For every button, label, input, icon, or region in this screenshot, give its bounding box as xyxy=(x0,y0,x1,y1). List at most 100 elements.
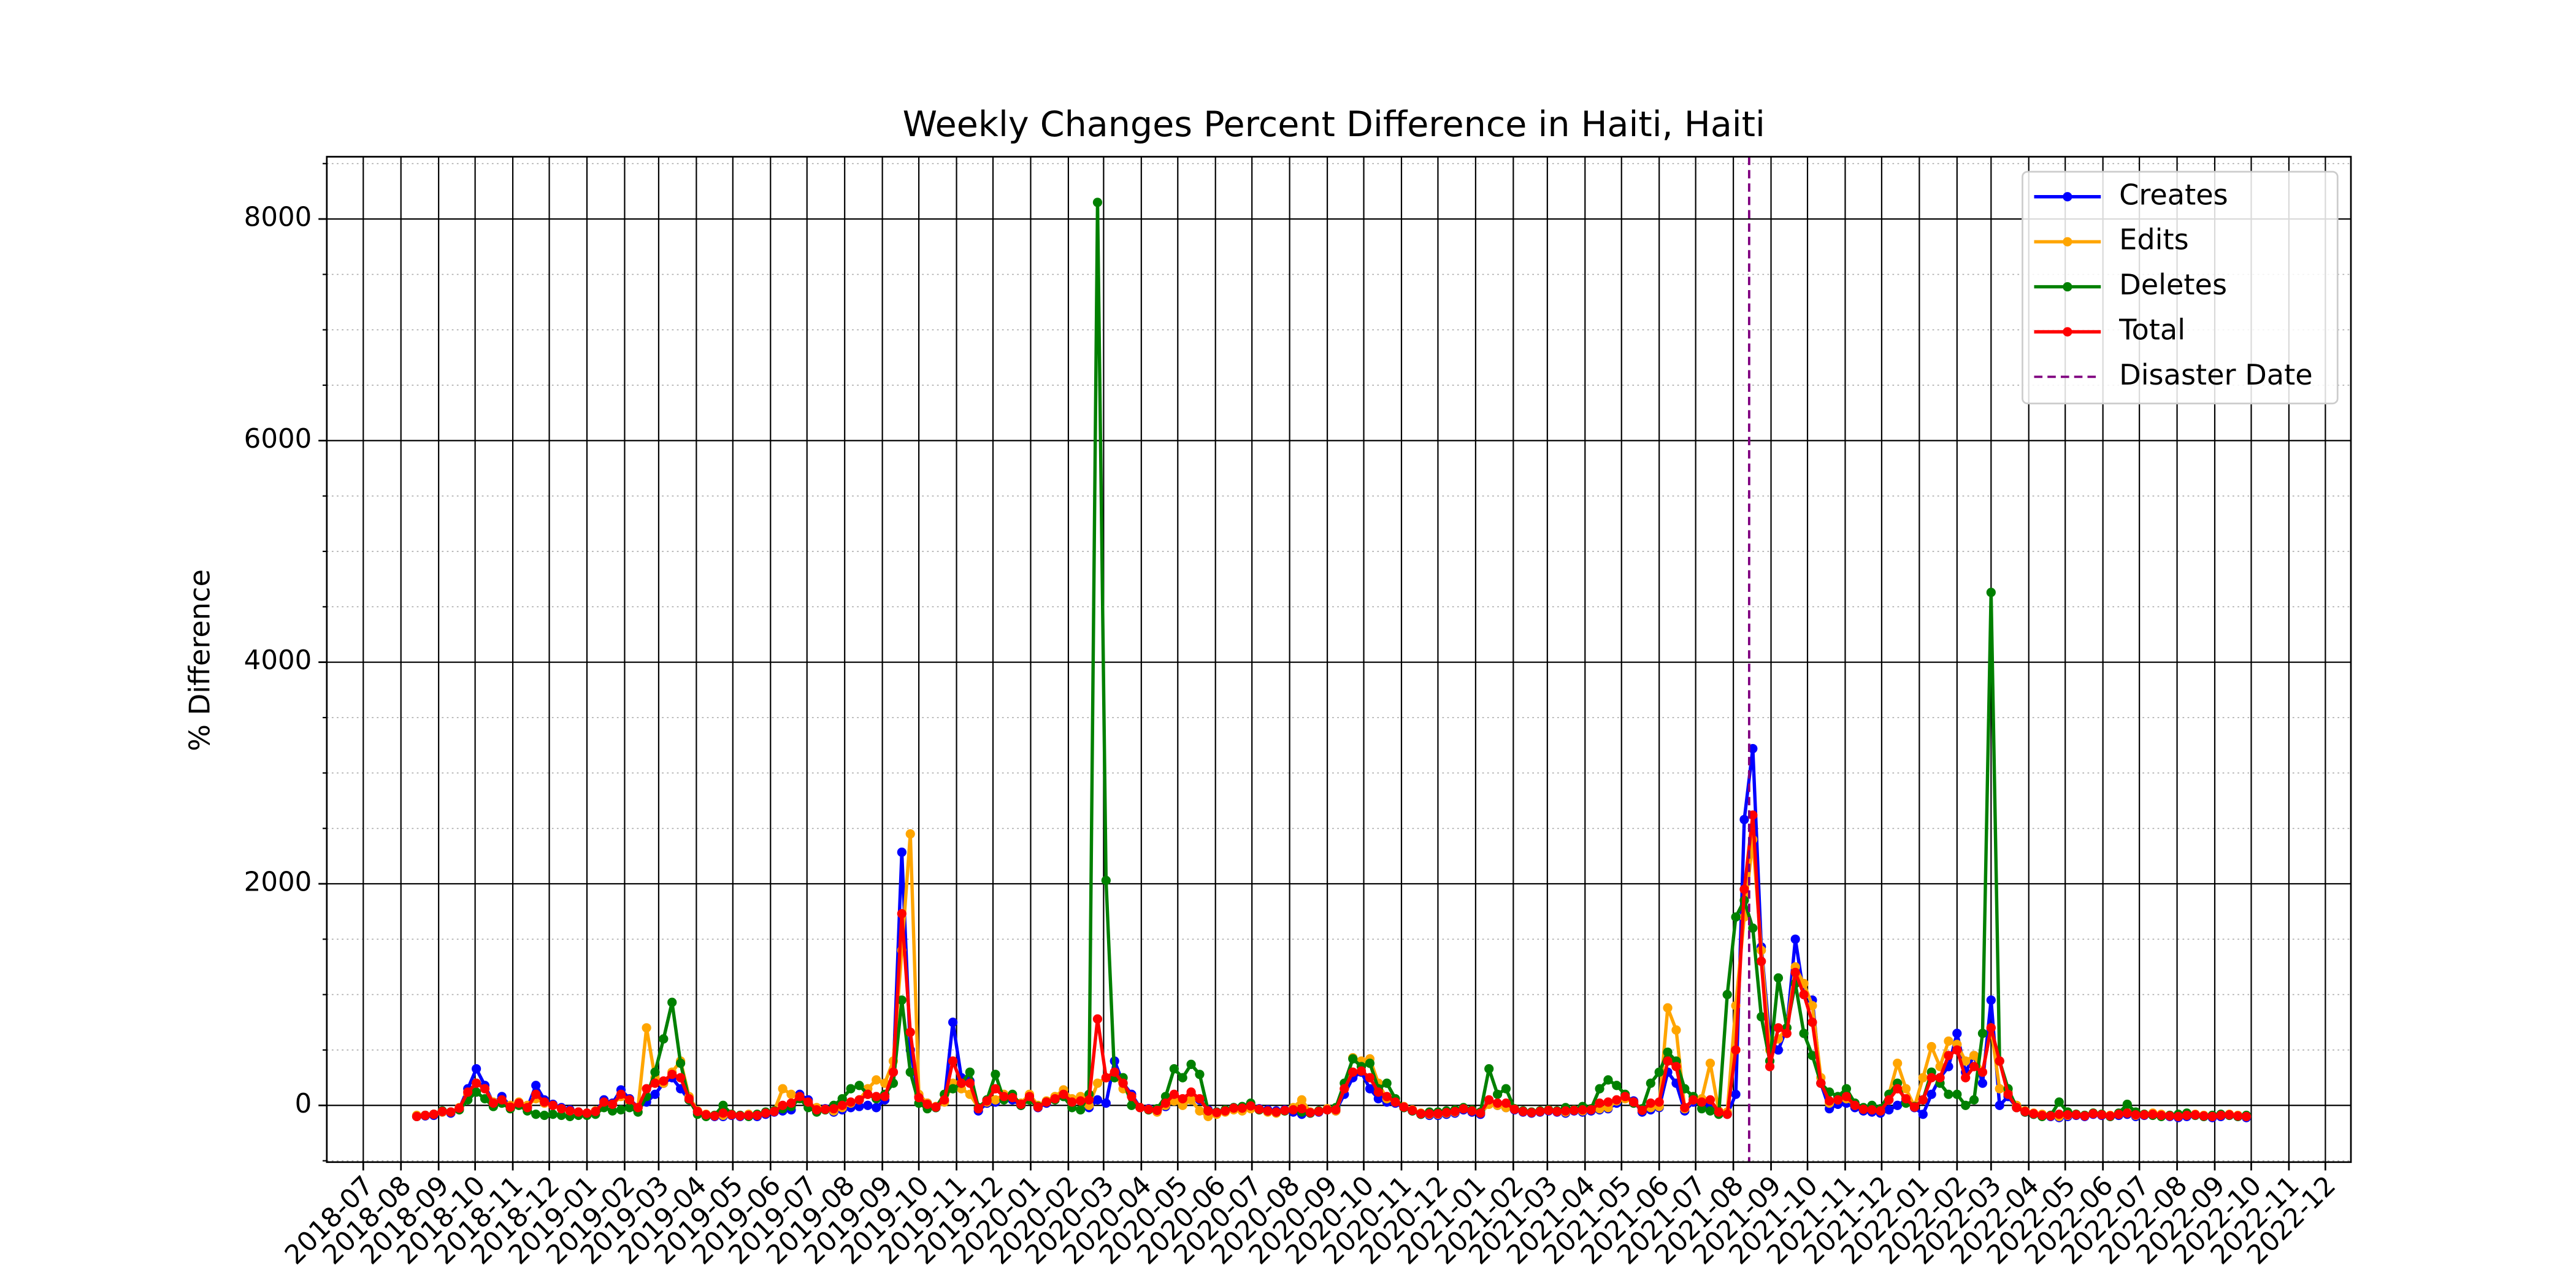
data-point xyxy=(2182,1110,2192,1121)
data-point xyxy=(446,1107,456,1117)
data-point xyxy=(1203,1106,1213,1116)
data-point xyxy=(1348,1067,1358,1077)
data-point xyxy=(1220,1106,1230,1116)
data-point xyxy=(1893,1100,1903,1110)
data-point xyxy=(624,1103,634,1113)
data-point xyxy=(1799,990,1809,1000)
data-point xyxy=(863,1089,873,1099)
data-point xyxy=(1297,1104,1307,1114)
data-point xyxy=(1484,1095,1494,1105)
y-tick-label: 6000 xyxy=(244,424,312,454)
data-point xyxy=(1246,1101,1255,1111)
data-point xyxy=(1977,1067,1988,1077)
data-point xyxy=(2233,1111,2243,1121)
data-point xyxy=(1050,1094,1060,1104)
data-point xyxy=(2097,1110,2107,1120)
data-point xyxy=(1969,1062,1979,1071)
data-point xyxy=(642,1084,651,1094)
y-tick-label: 0 xyxy=(295,1089,312,1119)
data-point xyxy=(1092,1078,1103,1088)
data-point xyxy=(1127,1100,1137,1110)
data-point xyxy=(1280,1105,1290,1116)
data-point xyxy=(1169,1064,1179,1074)
data-point xyxy=(1850,1100,1860,1110)
data-point xyxy=(2199,1111,2209,1121)
data-point xyxy=(1603,1097,1613,1107)
data-point xyxy=(1705,1095,1715,1105)
data-point xyxy=(480,1094,490,1104)
data-point xyxy=(1178,1100,1187,1110)
data-point xyxy=(1739,884,1749,894)
data-point xyxy=(497,1095,507,1105)
data-point xyxy=(2054,1097,2064,1107)
data-point xyxy=(786,1089,796,1099)
legend-label: Disaster Date xyxy=(2119,358,2313,391)
data-point xyxy=(2088,1109,2098,1119)
data-point xyxy=(675,1059,686,1068)
data-point xyxy=(1373,1094,1383,1104)
data-point xyxy=(659,1034,669,1044)
data-point xyxy=(1178,1073,1187,1083)
data-point xyxy=(420,1110,430,1121)
data-point xyxy=(539,1110,550,1121)
legend-label: Deletes xyxy=(2119,268,2227,301)
data-point xyxy=(1297,1095,1307,1105)
data-point xyxy=(1365,1059,1375,1068)
data-point xyxy=(692,1106,702,1116)
data-point xyxy=(1671,1025,1681,1035)
data-point xyxy=(888,1067,899,1077)
data-point xyxy=(1340,1084,1349,1094)
data-point xyxy=(1705,1106,1715,1116)
data-point xyxy=(599,1097,609,1107)
data-point xyxy=(1535,1106,1545,1116)
data-point xyxy=(1926,1089,1936,1099)
data-point xyxy=(1748,923,1758,933)
data-point xyxy=(965,1067,975,1077)
data-point xyxy=(582,1108,592,1118)
data-point xyxy=(2054,1110,2064,1119)
data-point xyxy=(616,1089,626,1099)
data-point xyxy=(1816,1078,1826,1088)
data-point xyxy=(1646,1078,1655,1088)
data-point xyxy=(1663,1056,1673,1066)
data-point xyxy=(412,1111,422,1121)
data-point xyxy=(616,1105,626,1115)
data-point xyxy=(1271,1107,1281,1117)
data-point xyxy=(872,1092,881,1102)
data-point xyxy=(1757,956,1766,967)
data-point xyxy=(667,1070,677,1079)
data-point xyxy=(539,1097,550,1107)
data-point xyxy=(2045,1111,2056,1121)
data-point xyxy=(948,1056,958,1066)
data-point xyxy=(1365,1084,1375,1094)
data-point xyxy=(1977,1078,1988,1088)
data-point xyxy=(718,1108,728,1118)
data-point xyxy=(897,909,907,919)
data-point xyxy=(1918,1110,1928,1119)
chart-title: Weekly Changes Percent Difference in Hai… xyxy=(903,104,1765,145)
legend-label: Total xyxy=(2118,313,2185,346)
data-point xyxy=(1663,1003,1673,1013)
data-point xyxy=(1731,912,1741,922)
legend-marker xyxy=(2063,282,2072,292)
data-point xyxy=(2139,1110,2149,1120)
data-point xyxy=(1628,1097,1639,1107)
data-point xyxy=(659,1076,669,1086)
data-point xyxy=(2216,1110,2226,1121)
data-point xyxy=(1773,973,1784,983)
data-point xyxy=(675,1073,686,1083)
data-point xyxy=(880,1092,890,1102)
data-point xyxy=(1569,1105,1579,1116)
data-point xyxy=(607,1099,618,1110)
data-point xyxy=(2122,1108,2132,1118)
data-point xyxy=(1731,1045,1741,1055)
data-point xyxy=(1765,1062,1775,1071)
data-point xyxy=(1254,1104,1264,1114)
data-point xyxy=(1101,1073,1111,1083)
data-point xyxy=(1969,1095,1979,1105)
data-point xyxy=(1731,1089,1741,1099)
data-point xyxy=(1033,1102,1043,1112)
data-point xyxy=(837,1100,847,1110)
plot-frame xyxy=(326,156,2352,1163)
data-point xyxy=(1603,1075,1613,1085)
